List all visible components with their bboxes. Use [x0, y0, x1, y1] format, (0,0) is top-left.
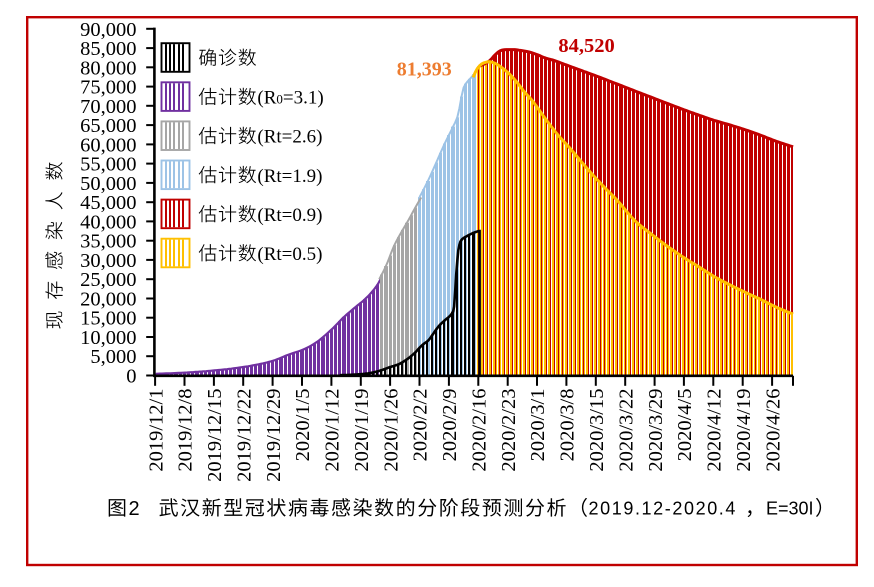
svg-text:2020/4/19: 2020/4/19: [733, 389, 755, 472]
svg-text:90,000: 90,000: [80, 19, 136, 41]
svg-text:2020/3/29: 2020/3/29: [645, 389, 667, 472]
svg-text:2020/2/16: 2020/2/16: [469, 389, 491, 472]
svg-text:55,000: 55,000: [80, 154, 136, 176]
svg-text:2019.12-2020.4: 2019.12-2020.4: [589, 499, 738, 519]
svg-text:2020/3/1: 2020/3/1: [527, 389, 549, 462]
svg-text:(R0=3.1): (R0=3.1): [257, 88, 323, 109]
svg-text:2020/4/5: 2020/4/5: [674, 389, 696, 462]
svg-text:85,000: 85,000: [80, 38, 136, 60]
svg-text:2019/12/22: 2019/12/22: [233, 389, 255, 482]
svg-text:2020/1/12: 2020/1/12: [322, 389, 344, 472]
svg-text:E=30I: E=30I: [766, 499, 814, 519]
svg-text:20,000: 20,000: [80, 289, 136, 311]
svg-text:2019/12/8: 2019/12/8: [175, 389, 197, 472]
svg-text:5,000: 5,000: [90, 346, 136, 368]
svg-text:25,000: 25,000: [80, 269, 136, 291]
svg-text:2020/1/26: 2020/1/26: [380, 389, 402, 472]
svg-text:2020/4/26: 2020/4/26: [762, 389, 784, 472]
svg-text:2020/2/2: 2020/2/2: [410, 389, 432, 462]
svg-text:2019/12/15: 2019/12/15: [204, 389, 226, 482]
svg-text:80,000: 80,000: [80, 57, 136, 79]
svg-text:2019/12/29: 2019/12/29: [263, 389, 285, 482]
svg-text:2020/2/23: 2020/2/23: [498, 389, 520, 472]
svg-text:2020/2/9: 2020/2/9: [439, 389, 461, 462]
svg-text:2020/3/15: 2020/3/15: [586, 389, 608, 472]
svg-text:70,000: 70,000: [80, 96, 136, 118]
svg-text:35,000: 35,000: [80, 231, 136, 253]
svg-text:30,000: 30,000: [80, 250, 136, 272]
svg-text:50,000: 50,000: [80, 173, 136, 195]
svg-text:(Rt=0.5): (Rt=0.5): [257, 244, 322, 265]
svg-text:2019/12/1: 2019/12/1: [145, 389, 167, 472]
svg-text:45,000: 45,000: [80, 192, 136, 214]
svg-text:15,000: 15,000: [80, 308, 136, 330]
svg-text:40,000: 40,000: [80, 211, 136, 233]
svg-text:2: 2: [129, 498, 140, 520]
svg-text:60,000: 60,000: [80, 134, 136, 156]
svg-text:65,000: 65,000: [80, 115, 136, 137]
svg-text:10,000: 10,000: [80, 327, 136, 349]
svg-text:75,000: 75,000: [80, 77, 136, 99]
svg-text:2020/3/8: 2020/3/8: [557, 389, 579, 462]
svg-text:84,520: 84,520: [558, 35, 614, 57]
svg-text:(Rt=0.9): (Rt=0.9): [257, 205, 322, 226]
svg-text:2020/1/19: 2020/1/19: [351, 389, 373, 472]
svg-text:2020/3/22: 2020/3/22: [615, 389, 637, 472]
svg-text:0: 0: [126, 366, 136, 388]
svg-text:81,393: 81,393: [397, 59, 452, 81]
svg-text:2020/4/12: 2020/4/12: [704, 389, 726, 472]
svg-text:(Rt=1.9): (Rt=1.9): [257, 166, 322, 187]
svg-text:2020/1/5: 2020/1/5: [292, 389, 314, 462]
svg-text:(Rt=2.6): (Rt=2.6): [257, 127, 322, 148]
